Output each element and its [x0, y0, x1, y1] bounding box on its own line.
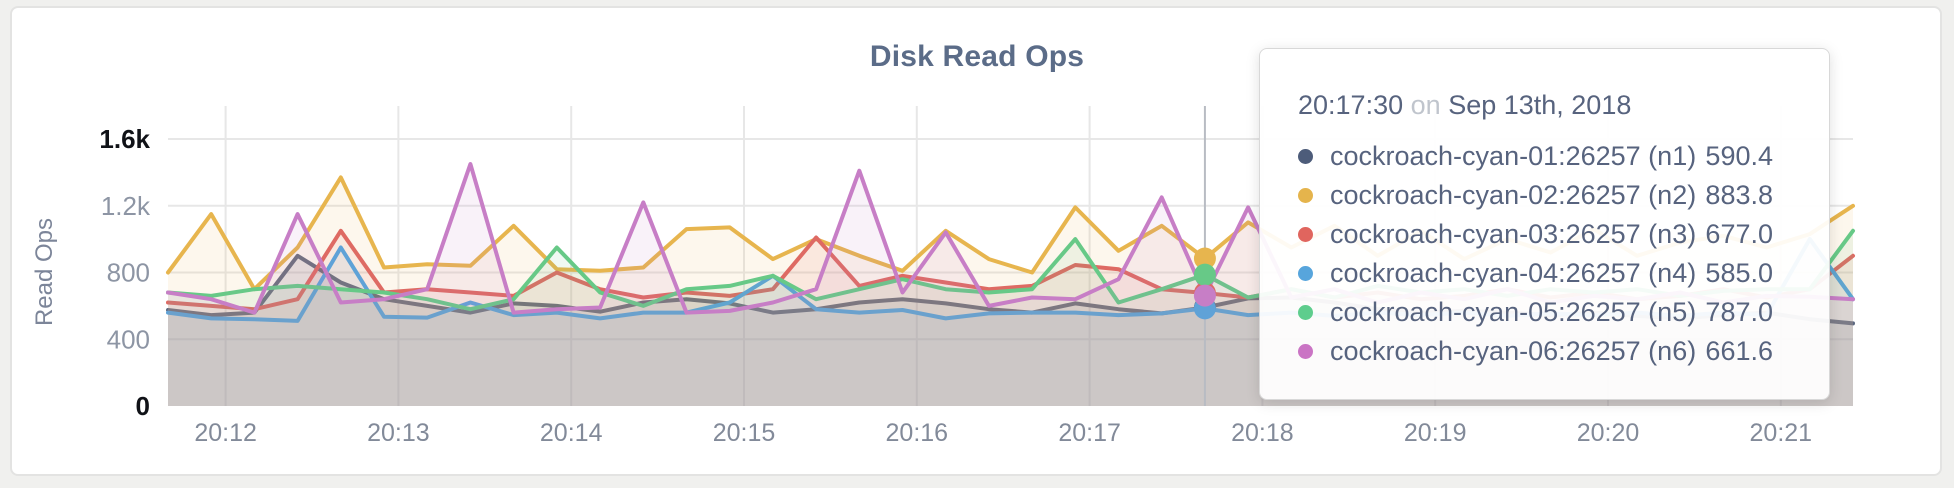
x-tick-label: 20:16 — [886, 419, 949, 447]
x-tick-label: 20:14 — [540, 419, 603, 447]
x-tick-label: 20:12 — [194, 419, 257, 447]
x-tick-label: 20:20 — [1577, 419, 1640, 447]
x-tick-label: 20:17 — [1058, 419, 1121, 447]
series-color-dot-icon — [1298, 344, 1313, 359]
series-color-dot-icon — [1298, 149, 1313, 164]
y-tick-label: 800 — [107, 258, 150, 288]
y-tick-label: 400 — [107, 324, 150, 354]
tooltip-header: 20:17:30 on Sep 13th, 2018 — [1298, 89, 1773, 121]
series-color-dot-icon — [1298, 227, 1313, 242]
y-tick-label: 0 — [136, 391, 150, 421]
tooltip-on-word: on — [1410, 90, 1441, 120]
series-color-dot-icon — [1298, 188, 1313, 203]
tooltip-row: cockroach-cyan-06:26257 (n6) 661.6 — [1298, 332, 1773, 371]
series-name: cockroach-cyan-04:26257 (n4) — [1330, 258, 1697, 288]
tooltip-row: cockroach-cyan-02:26257 (n2) 883.8 — [1298, 176, 1773, 215]
x-tick-label: 20:21 — [1750, 419, 1813, 447]
series-value: 787.0 — [1705, 297, 1773, 327]
y-axis-title: Read Ops — [31, 218, 58, 326]
x-tick-label: 20:18 — [1231, 419, 1294, 447]
series-name: cockroach-cyan-02:26257 (n2) — [1330, 180, 1697, 210]
hover-dot-n2 — [1193, 247, 1216, 270]
tooltip-rows: cockroach-cyan-01:26257 (n1) 590.4 cockroa… — [1298, 137, 1773, 371]
y-tick-label: 1.6k — [99, 124, 150, 154]
x-tick-label: 20:15 — [713, 419, 776, 447]
series-name: cockroach-cyan-03:26257 (n3) — [1330, 219, 1697, 249]
series-value: 585.0 — [1705, 258, 1773, 288]
series-name: cockroach-cyan-06:26257 (n6) — [1330, 336, 1697, 366]
y-tick-label: 1.2k — [101, 191, 151, 221]
series-value: 661.6 — [1705, 336, 1773, 366]
hover-dot-n5 — [1193, 263, 1216, 286]
page-title: Disk Read Ops — [869, 40, 1085, 73]
series-value: 677.0 — [1705, 219, 1773, 249]
hover-dot-n6 — [1193, 284, 1216, 307]
tooltip-row: cockroach-cyan-05:26257 (n5) 787.0 — [1298, 293, 1773, 332]
x-tick-label: 20:13 — [367, 419, 430, 447]
tooltip-row: cockroach-cyan-01:26257 (n1) 590.4 — [1298, 137, 1773, 176]
series-name: cockroach-cyan-05:26257 (n5) — [1330, 297, 1697, 327]
series-value: 590.4 — [1705, 141, 1773, 171]
tooltip-date: Sep 13th, 2018 — [1448, 90, 1632, 120]
series-name: cockroach-cyan-01:26257 (n1) — [1330, 141, 1697, 171]
hover-tooltip: 20:17:30 on Sep 13th, 2018 cockroach-cya… — [1259, 48, 1830, 400]
tooltip-row: cockroach-cyan-03:26257 (n3) 677.0 — [1298, 215, 1773, 254]
series-color-dot-icon — [1298, 305, 1313, 320]
tooltip-time: 20:17:30 — [1298, 90, 1404, 120]
series-value: 883.8 — [1705, 180, 1773, 210]
series-color-dot-icon — [1298, 266, 1313, 281]
x-tick-label: 20:19 — [1404, 419, 1467, 447]
tooltip-row: cockroach-cyan-04:26257 (n4) 585.0 — [1298, 254, 1773, 293]
